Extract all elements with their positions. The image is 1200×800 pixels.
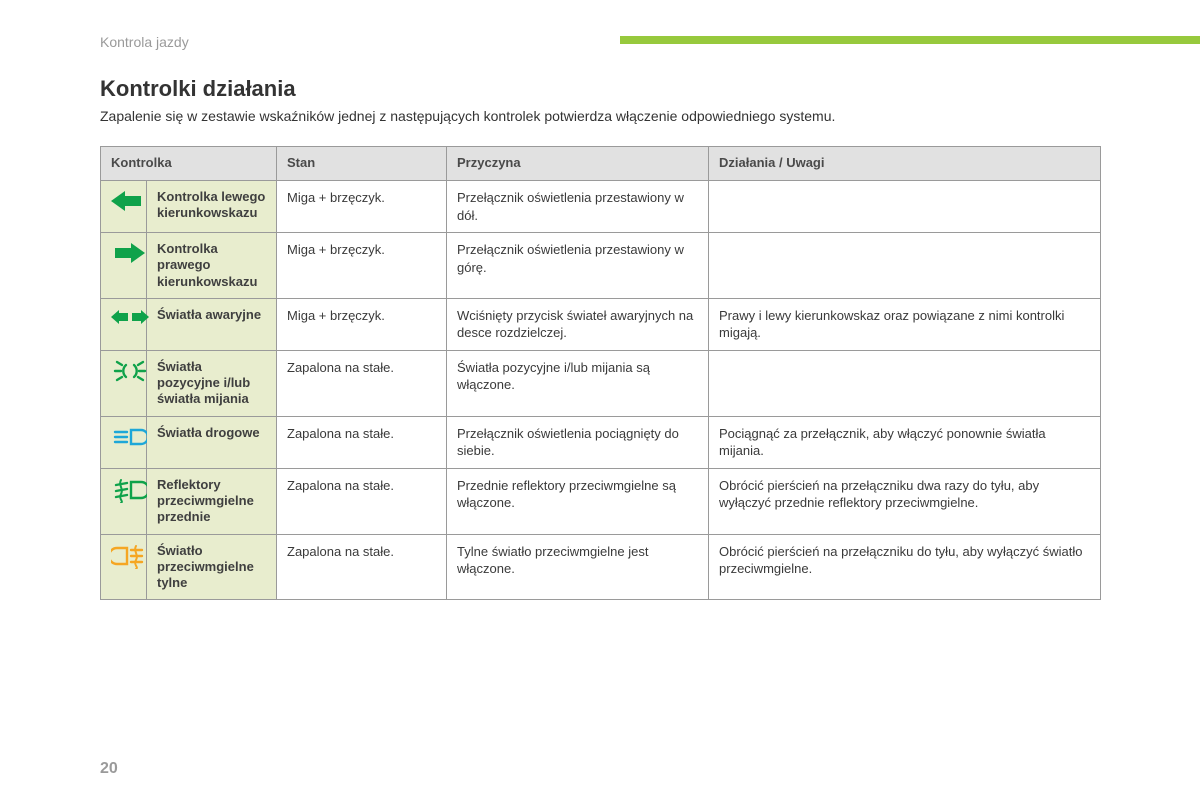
indicator-name: Światło przeciwmgielne tylne: [147, 534, 277, 600]
indicator-state: Zapalona na stałe.: [277, 468, 447, 534]
indicator-name: Światła drogowe: [147, 416, 277, 468]
indicator-cause: Wciśnięty przycisk świateł awaryjnych na…: [447, 298, 709, 350]
indicator-action: Obrócić pierścień na przełączniku do tył…: [709, 534, 1101, 600]
indicator-cause: Przełącznik oświetlenia przestawiony w g…: [447, 233, 709, 299]
col-kontrolka: Kontrolka: [101, 147, 277, 181]
indicator-name: Kontrolka prawego kierunkowskazu: [147, 233, 277, 299]
indicator-state: Zapalona na stałe.: [277, 534, 447, 600]
col-przyczyna: Przyczyna: [447, 147, 709, 181]
col-stan: Stan: [277, 147, 447, 181]
indicator-action: [709, 350, 1101, 416]
hazard-icon: [111, 307, 149, 327]
indicator-cause: Przełącznik oświetlenia pociągnięty do s…: [447, 416, 709, 468]
indicator-action: Pociągnąć za przełącznik, aby włączyć po…: [709, 416, 1101, 468]
indicator-icon-cell: [101, 350, 147, 416]
indicator-icon-cell: [101, 468, 147, 534]
indicator-action: [709, 233, 1101, 299]
table-row: Kontrolka lewego kierunkowskazuMiga + br…: [101, 181, 1101, 233]
indicator-icon-cell: [101, 233, 147, 299]
indicator-state: Zapalona na stałe.: [277, 350, 447, 416]
indicator-icon-cell: [101, 298, 147, 350]
indicator-action: [709, 181, 1101, 233]
arrow-left-icon: [111, 189, 145, 213]
indicator-icon-cell: [101, 416, 147, 468]
intro-text: Zapalenie się w zestawie wskaźników jedn…: [100, 108, 1100, 124]
indicator-name: Światła pozycyjne i/lub światła mijania: [147, 350, 277, 416]
page-number: 20: [100, 760, 118, 778]
table-header-row: Kontrolka Stan Przyczyna Działania / Uwa…: [101, 147, 1101, 181]
indicator-action: Prawy i lewy kierunkowskaz oraz powiązan…: [709, 298, 1101, 350]
indicator-state: Miga + brzęczyk.: [277, 298, 447, 350]
high-beam-icon: [111, 425, 147, 449]
table-row: Światła awaryjneMiga + brzęczyk.Wciśnięt…: [101, 298, 1101, 350]
indicator-action: Obrócić pierścień na przełączniku dwa ra…: [709, 468, 1101, 534]
page-title: Kontrolki działania: [100, 76, 1100, 102]
indicator-state: Miga + brzęczyk.: [277, 181, 447, 233]
arrow-right-icon: [111, 241, 145, 265]
table-row: Światło przeciwmgielne tylneZapalona na …: [101, 534, 1101, 600]
indicator-state: Zapalona na stałe.: [277, 416, 447, 468]
indicator-name: Kontrolka lewego kierunkowskazu: [147, 181, 277, 233]
indicator-state: Miga + brzęczyk.: [277, 233, 447, 299]
rear-fog-icon: [111, 543, 147, 569]
indicator-cause: Tylne światło przeciwmgielne jest włączo…: [447, 534, 709, 600]
table-row: Światła pozycyjne i/lub światła mijaniaZ…: [101, 350, 1101, 416]
sidelights-icon: [111, 359, 149, 383]
indicator-cause: Przednie reflektory przeciwmgielne są wł…: [447, 468, 709, 534]
indicators-table: Kontrolka Stan Przyczyna Działania / Uwa…: [100, 146, 1101, 600]
page: Kontrola jazdy Kontrolki działania Zapal…: [0, 0, 1200, 800]
col-dzialania: Działania / Uwagi: [709, 147, 1101, 181]
table-row: Kontrolka prawego kierunkowskazuMiga + b…: [101, 233, 1101, 299]
indicator-icon-cell: [101, 181, 147, 233]
indicator-cause: Przełącznik oświetlenia przestawiony w d…: [447, 181, 709, 233]
table-row: Reflektory przeciwmgielne przednieZapalo…: [101, 468, 1101, 534]
indicator-name: Reflektory przeciwmgielne przednie: [147, 468, 277, 534]
front-fog-icon: [111, 477, 147, 503]
indicator-icon-cell: [101, 534, 147, 600]
indicator-name: Światła awaryjne: [147, 298, 277, 350]
indicator-cause: Światła pozycyjne i/lub mijania są włącz…: [447, 350, 709, 416]
table-row: Światła drogoweZapalona na stałe.Przełąc…: [101, 416, 1101, 468]
accent-bar: [620, 36, 1200, 44]
